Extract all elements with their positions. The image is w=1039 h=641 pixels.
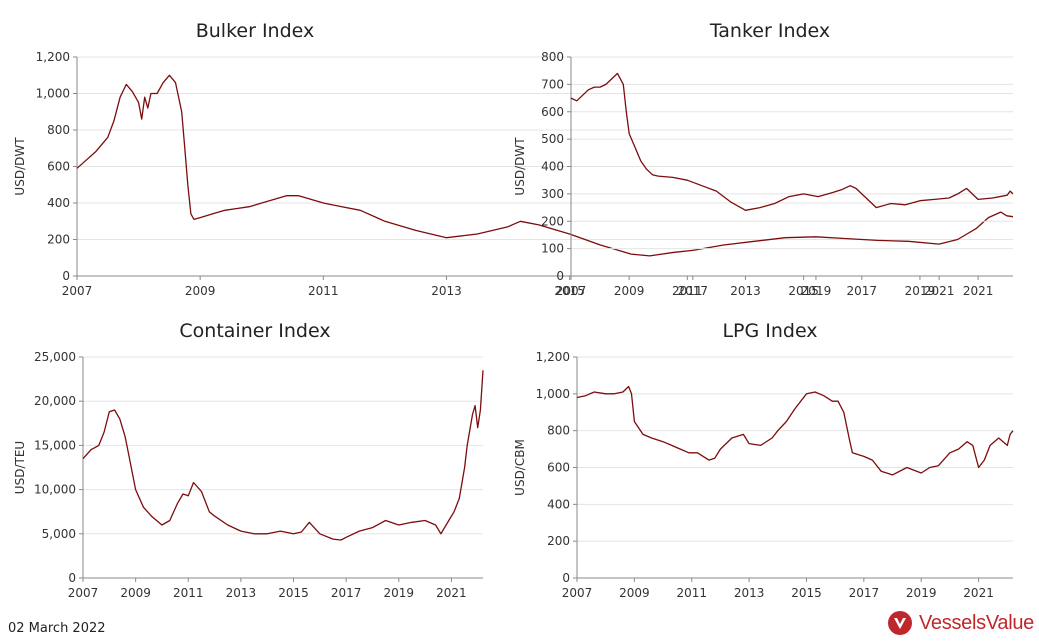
y-tick-label: 500 [541,132,564,146]
y-tick-label: 200 [47,233,70,247]
y-tick-label: 200 [547,534,570,548]
x-tick-label: 2007 [556,284,587,298]
x-tick-label: 2017 [847,284,878,298]
y-tick-label: 1,000 [536,387,570,401]
y-tick-label: 15,000 [34,438,76,452]
series-line [576,385,1014,476]
x-tick-label: 2019 [801,284,832,298]
x-tick-label: 2021 [436,586,467,600]
y-tick-label: 5,000 [42,527,76,541]
y-tick-label: 300 [541,187,564,201]
x-tick-label: 2019 [905,284,936,298]
y-tick-label: 800 [547,424,570,438]
x-tick-label: 2015 [554,284,585,298]
y-tick-label: 100 [541,242,564,256]
y-tick-label: 400 [47,196,70,210]
y-tick-label: 600 [547,461,570,475]
x-tick-label: 2017 [849,586,880,600]
x-tick-label: 2021 [963,586,994,600]
brand-logo: VesselsValue [887,610,1034,636]
y-tick-label: 200 [541,214,564,228]
y-axis-label: USD/CBM [513,439,527,496]
y-tick-label: 800 [47,123,70,137]
y-tick-label: 1,200 [536,350,570,364]
x-tick-label: 2007 [62,284,93,298]
x-tick-label: 2013 [734,586,765,600]
series-line [76,74,1014,257]
y-axis-label: USD/TEU [13,441,27,494]
y-tick-label: 0 [68,571,76,585]
y-axis-label: USD/DWT [513,137,527,196]
x-tick-label: 2009 [185,284,216,298]
x-tick-label: 2011 [676,586,707,600]
tanker-index-chart: Tanker Index 0 100 200 300 400 500 600 700 800 200… [513,20,1014,298]
series-line [82,370,484,541]
y-tick-label: 400 [547,497,570,511]
x-tick-label: 2015 [788,284,819,298]
vesselsvalue-logo-icon [888,611,912,635]
x-tick-label: 2009 [619,586,650,600]
y-tick-label: 600 [541,105,564,119]
y-tick-label: 800 [541,50,564,64]
x-tick-label: 2011 [308,284,339,298]
lpg-index-chart: LPG Index 0 200 400 600 800 1,000 1,200 2007 2009… [513,320,1014,600]
x-tick-label: 2013 [730,284,761,298]
chart-title: Bulker Index [196,20,315,42]
y-tick-label: 10,000 [34,483,76,497]
x-tick-label: 2019 [906,586,937,600]
x-tick-label: 2019 [384,586,415,600]
x-tick-label: 2015 [791,586,822,600]
y-tick-label: 700 [541,77,564,91]
report-date: 02 March 2022 [8,621,106,636]
brand-name: VesselsValue [919,611,1034,634]
series-line [570,72,1014,211]
x-tick-label: 2021 [924,284,955,298]
y-tick-label: 25,000 [34,350,76,364]
y-tick-label: 0 [556,269,564,283]
x-tick-label: 2009 [614,284,645,298]
x-tick-label: 2013 [226,586,257,600]
x-tick-label: 2009 [120,586,151,600]
x-tick-label: 2021 [963,284,994,298]
x-tick-label: 2007 [68,586,99,600]
y-tick-label: 1,000 [36,87,70,101]
chart-title: LPG Index [722,320,817,342]
y-tick-label: 600 [47,160,70,174]
y-tick-label: 400 [541,160,564,174]
x-tick-label: 2013 [431,284,462,298]
x-tick-label: 2017 [331,586,362,600]
y-tick-label: 0 [62,269,70,283]
y-axis-label: USD/DWT [13,137,27,196]
container-index-chart: Container Index 0 5,000 10,000 15,000 20,000 2… [13,320,484,600]
y-tick-label: 1,200 [36,50,70,64]
chart-title: Container Index [179,320,330,342]
x-tick-label: 2011 [173,586,204,600]
x-tick-label: 2017 [678,284,709,298]
chart-title: Tanker Index [709,20,830,42]
y-tick-label: 0 [562,571,570,585]
x-tick-label: 2011 [672,284,703,298]
x-tick-label: 2015 [278,586,309,600]
x-tick-label: 2007 [562,586,593,600]
y-tick-label: 20,000 [34,394,76,408]
